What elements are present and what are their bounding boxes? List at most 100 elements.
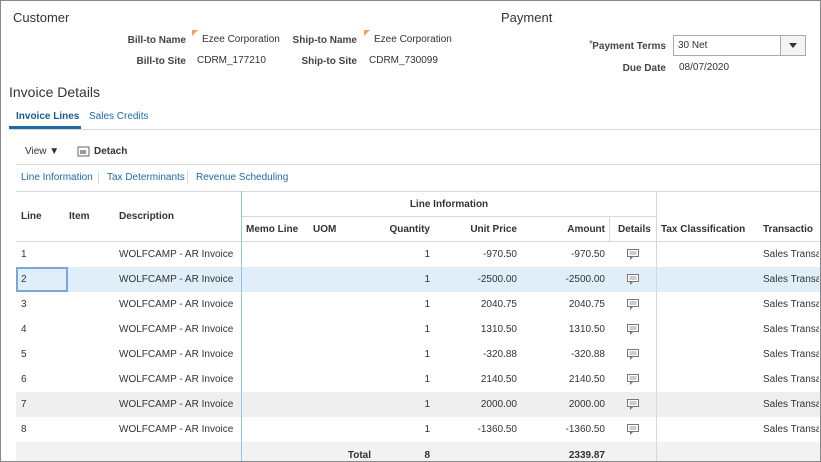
column-border [241, 191, 242, 461]
cell: WOLFCAMP - AR Invoice [119, 349, 234, 360]
menu-button[interactable]: View ▼ [25, 146, 60, 157]
section-title: Invoice Details [9, 84, 101, 100]
subtab[interactable]: Line Information [21, 172, 93, 183]
menu-text: View [25, 146, 47, 157]
details-icon[interactable] [627, 374, 639, 385]
column-header[interactable]: Tax Classification [661, 224, 746, 235]
icon [789, 43, 797, 48]
details-icon[interactable] [627, 424, 639, 435]
cell: 1 [424, 349, 430, 360]
column-header[interactable]: Item [69, 211, 90, 222]
field-value: CDRM_177210 [197, 55, 266, 66]
subtab[interactable]: Revenue Scheduling [196, 172, 289, 183]
field-label: Bill-to Name [127, 35, 186, 46]
required-mark: * [589, 39, 593, 50]
cell: WOLFCAMP - AR Invoice [119, 274, 234, 285]
field-label: Ship-to Site [301, 56, 357, 67]
details-icon[interactable] [627, 324, 639, 335]
cell: 1 [424, 274, 430, 285]
tab[interactable]: Sales Credits [89, 111, 149, 122]
cell: 1 [424, 249, 430, 260]
column-header[interactable]: Description [119, 211, 175, 222]
field-label: Ship-to Name [292, 35, 357, 46]
column-header[interactable]: UOM [313, 224, 337, 235]
column-border [656, 191, 657, 461]
cell: Sales Transa [763, 399, 819, 410]
column-border [609, 216, 610, 242]
cell: -970.50 [571, 249, 605, 260]
cell: 7 [21, 399, 27, 410]
section-title: Payment [501, 10, 553, 25]
cell: 8 [21, 424, 27, 435]
cell: WOLFCAMP - AR Invoice [119, 424, 234, 435]
cell: 1 [21, 249, 27, 260]
focus-cell [16, 267, 68, 292]
tab[interactable]: Invoice Lines [16, 111, 80, 122]
total-value: 8 [424, 450, 430, 461]
dropdown-button[interactable] [780, 36, 805, 55]
cell: 1310.50 [480, 324, 517, 335]
total-label: Total [347, 450, 371, 461]
field-label: Due Date [622, 63, 666, 74]
cell: 2140.50 [568, 374, 605, 385]
cell: Sales Transa [763, 274, 819, 285]
column-header[interactable]: Amount [567, 224, 605, 235]
header-border [16, 241, 820, 242]
row[interactable] [16, 392, 820, 417]
field-label: Payment Terms [592, 41, 666, 52]
column-header[interactable]: Transactio [763, 224, 814, 235]
column-header[interactable]: Unit Price [470, 224, 517, 235]
section-title: Customer [13, 10, 70, 25]
cell: WOLFCAMP - AR Invoice [119, 324, 234, 335]
row[interactable] [16, 292, 820, 317]
column-header[interactable]: Details [618, 224, 651, 235]
subtab[interactable]: Tax Determinants [107, 172, 185, 183]
toolbar-button[interactable]: Detach [94, 146, 128, 157]
cell: -2500.00 [477, 274, 517, 285]
cell: -2500.00 [565, 274, 605, 285]
group-header: Line Information [409, 199, 489, 210]
cell: 1 [424, 424, 430, 435]
row[interactable] [16, 267, 820, 292]
row[interactable] [16, 242, 820, 267]
row[interactable] [16, 342, 820, 367]
column-header[interactable]: Line [21, 211, 42, 222]
cell: Sales Transa [763, 349, 819, 360]
cell: WOLFCAMP - AR Invoice [119, 399, 234, 410]
cell: 2 [21, 274, 27, 285]
field-value: Ezee Corporation [202, 34, 280, 45]
cell: Sales Transa [763, 374, 819, 385]
tab-underline [9, 126, 81, 129]
details-icon[interactable] [627, 249, 639, 260]
cell: 2000.00 [568, 399, 605, 410]
select-value: 30 Net [678, 40, 708, 51]
row[interactable] [16, 417, 820, 442]
details-icon[interactable] [627, 299, 639, 310]
cell: 2040.75 [568, 299, 605, 310]
cell: Sales Transa [763, 299, 819, 310]
cell: 1 [424, 299, 430, 310]
cell: 1 [424, 399, 430, 410]
column-header[interactable]: Quantity [389, 224, 430, 235]
cell: WOLFCAMP - AR Invoice [119, 299, 234, 310]
field-value: CDRM_730099 [369, 55, 438, 66]
details-icon[interactable] [627, 399, 639, 410]
divider [16, 191, 820, 192]
row[interactable] [16, 367, 820, 392]
cell: 4 [21, 324, 27, 335]
column-header[interactable]: Memo Line [246, 224, 299, 235]
select[interactable]: 30 Net [673, 35, 806, 56]
cell: 5 [21, 349, 27, 360]
row[interactable] [16, 317, 820, 342]
cell: WOLFCAMP - AR Invoice [119, 374, 234, 385]
cell: -970.50 [483, 249, 517, 260]
divider [16, 164, 820, 165]
cell: Sales Transa [763, 324, 819, 335]
cell: 6 [21, 374, 27, 385]
details-icon[interactable] [627, 274, 639, 285]
cell: 1 [424, 374, 430, 385]
divider [9, 129, 820, 130]
cell: -1360.50 [565, 424, 605, 435]
details-icon[interactable] [627, 349, 639, 360]
